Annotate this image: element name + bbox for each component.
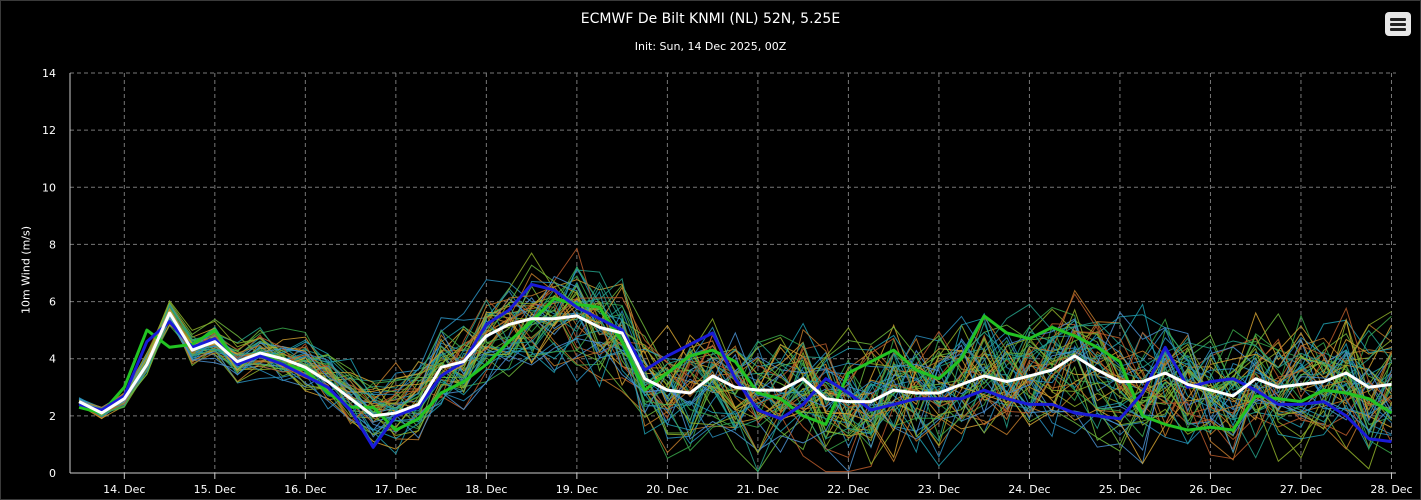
axes: 0 2 4 6 8 10 12 14 14. Dec 15. Dec 16. Dec 17. Dec 1…: [42, 67, 1413, 496]
x-tick-label: 26. Dec: [1189, 483, 1231, 496]
y-tick-label: 12: [42, 124, 56, 137]
x-tick-label: 21. Dec: [737, 483, 779, 496]
y-tick-label: 6: [49, 296, 56, 309]
menu-bar: [1390, 23, 1406, 26]
ensemble-member-line: [78, 297, 1392, 460]
y-tick-label: 8: [49, 238, 56, 251]
y-tick-label: 0: [49, 467, 56, 480]
ensemble-member-line: [78, 298, 1392, 461]
ensemble-member-line: [78, 265, 1392, 467]
ensemble-member-line: [78, 292, 1392, 463]
ensemble-member-line: [78, 300, 1392, 466]
ensemble-member-line: [78, 297, 1392, 473]
y-tick-label: 4: [49, 353, 56, 366]
x-tick-label: 14. Dec: [103, 483, 145, 496]
ensemble-member-line: [78, 311, 1392, 439]
y-tick-label: 10: [42, 181, 56, 194]
highlighted-series: [78, 282, 1393, 449]
x-tick-label: 27. Dec: [1280, 483, 1322, 496]
x-tick-label: 15. Dec: [194, 483, 236, 496]
x-tick-label: 22. Dec: [827, 483, 869, 496]
operational-series-line: [78, 297, 1393, 432]
y-tick-label: 2: [49, 410, 56, 423]
ensemble-member-line: [78, 286, 1392, 465]
ensemble-member-line: [78, 316, 1392, 452]
control-series-line: [78, 282, 1392, 449]
x-tick-label: 25. Dec: [1099, 483, 1141, 496]
menu-bar: [1390, 28, 1406, 31]
x-tick-label: 23. Dec: [918, 483, 960, 496]
x-tick-label: 18. Dec: [465, 483, 507, 496]
chart-title: ECMWF De Bilt KNMI (NL) 52N, 5.25E: [580, 11, 841, 27]
x-tick-label: 19. Dec: [556, 483, 598, 496]
x-tick-label: 28. Dec: [1370, 483, 1412, 496]
chart-subtitle: Init: Sun, 14 Dec 2025, 00Z: [634, 40, 787, 53]
x-tick-label: 16. Dec: [284, 483, 326, 496]
y-tick-label: 14: [42, 67, 56, 80]
menu-bar: [1390, 18, 1406, 21]
grid: [70, 72, 1396, 473]
mean-series-line: [78, 311, 1392, 418]
x-tick-label: 17. Dec: [375, 483, 417, 496]
x-tick-label: 24. Dec: [1008, 483, 1050, 496]
x-tick-label: 20. Dec: [646, 483, 688, 496]
hamburger-menu-icon[interactable]: [1385, 12, 1411, 36]
